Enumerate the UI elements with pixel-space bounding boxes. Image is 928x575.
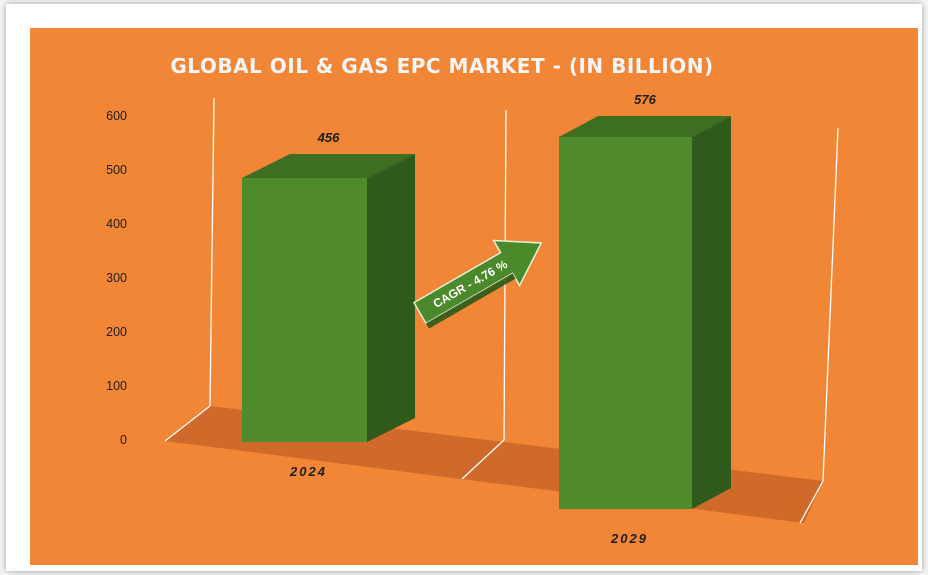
y-tick-label: 100 (106, 379, 127, 393)
y-tick-label: 600 (106, 109, 127, 123)
bar-top (559, 116, 731, 138)
y-tick-label: 400 (106, 217, 127, 231)
wall-line-left (209, 97, 215, 407)
bar-side (692, 116, 731, 510)
data-label-2024: 456 (317, 130, 340, 145)
chart-area: GLOBAL OIL & GAS EPC MARKET - (IN BILLIO… (30, 28, 918, 565)
floor-edge-mid (461, 439, 505, 480)
y-tick-label: 200 (106, 325, 127, 339)
bar-top (242, 154, 415, 179)
floor-edge-right (799, 480, 824, 524)
bar-2024 (242, 154, 415, 442)
category-label-2024: 2024 (289, 464, 327, 479)
y-tick-label: 300 (106, 271, 127, 285)
y-tick-label: 0 (120, 433, 127, 447)
bar-side (367, 154, 415, 442)
floor-edge-left (164, 405, 211, 442)
bar-2029 (559, 116, 731, 510)
cagr-arrow: CAGR - 4.76 % (412, 239, 543, 329)
bar-front (559, 137, 692, 509)
chart-frame: GLOBAL OIL & GAS EPC MARKET - (IN BILLIO… (6, 4, 922, 571)
bar-front (242, 178, 367, 442)
category-label-2029: 2029 (610, 531, 648, 546)
bars-group: 456 2024 576 2029 (242, 92, 731, 546)
chart-svg: GLOBAL OIL & GAS EPC MARKET - (IN BILLIO… (106, 54, 839, 546)
chart-title: GLOBAL OIL & GAS EPC MARKET - (IN BILLIO… (170, 54, 713, 78)
y-tick-label: 500 (106, 163, 127, 177)
y-axis-ticks: 0 100 200 300 400 500 600 (106, 109, 127, 447)
wall-line-right (822, 127, 839, 482)
data-label-2029: 576 (634, 92, 656, 107)
